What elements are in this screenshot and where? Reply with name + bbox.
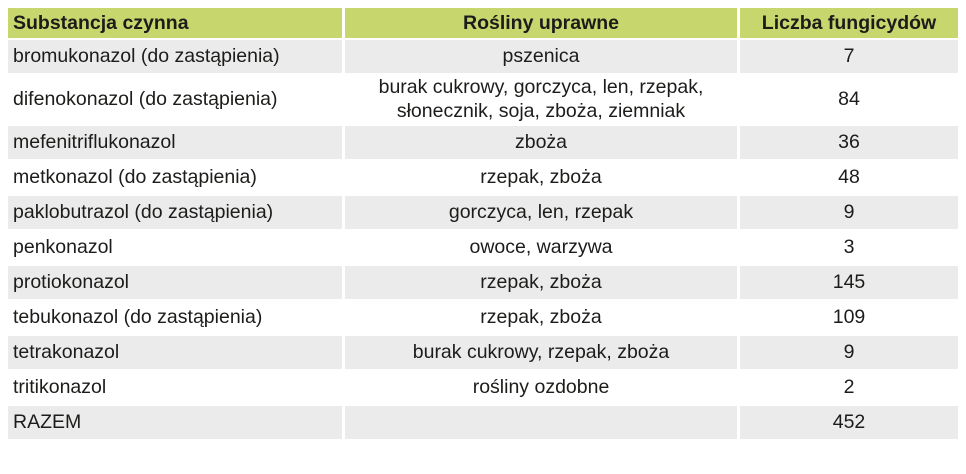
table-row: bromukonazol (do zastąpienia) pszenica 7 xyxy=(8,40,958,73)
cell-count: 3 xyxy=(740,230,958,264)
cell-substance: penkonazol xyxy=(8,230,342,264)
cell-crops: rzepak, zboża xyxy=(345,265,737,299)
cell-count: 7 xyxy=(740,40,958,73)
cell-crops: pszenica xyxy=(345,40,737,73)
table-row: tetrakonazol burak cukrowy, rzepak, zboż… xyxy=(8,335,958,369)
cell-substance: protiokonazol xyxy=(8,265,342,299)
table-body: bromukonazol (do zastąpienia) pszenica 7… xyxy=(8,40,958,439)
cell-count: 9 xyxy=(740,335,958,369)
cell-substance: paklobutrazol (do zastąpienia) xyxy=(8,195,342,229)
cell-substance: tetrakonazol xyxy=(8,335,342,369)
cell-count: 84 xyxy=(740,75,958,124)
table-row: metkonazol (do zastąpienia) rzepak, zboż… xyxy=(8,160,958,194)
table-header: Substancja czynna Rośliny uprawne Liczba… xyxy=(8,8,958,38)
cell-count: 109 xyxy=(740,300,958,334)
table-row: protiokonazol rzepak, zboża 145 xyxy=(8,265,958,299)
cell-count: 36 xyxy=(740,125,958,159)
cell-count: 48 xyxy=(740,160,958,194)
cell-crops: zboża xyxy=(345,125,737,159)
table-row-total: RAZEM 452 xyxy=(8,405,958,439)
table-row: tebukonazol (do zastąpienia) rzepak, zbo… xyxy=(8,300,958,334)
cell-substance: tritikonazol xyxy=(8,370,342,404)
cell-crops: gorczyca, len, rzepak xyxy=(345,195,737,229)
fungicide-table: Substancja czynna Rośliny uprawne Liczba… xyxy=(5,6,961,441)
cell-crops-total xyxy=(345,405,737,439)
table-row: difenokonazol (do zastąpienia) burak cuk… xyxy=(8,75,958,124)
cell-substance: bromukonazol (do zastąpienia) xyxy=(8,40,342,73)
column-header-count: Liczba fungicydów xyxy=(740,8,958,38)
cell-count-total: 452 xyxy=(740,405,958,439)
cell-substance: metkonazol (do zastąpienia) xyxy=(8,160,342,194)
table-row: mefenitriflukonazol zboża 36 xyxy=(8,125,958,159)
column-header-substance: Substancja czynna xyxy=(8,8,342,38)
cell-count: 9 xyxy=(740,195,958,229)
header-row: Substancja czynna Rośliny uprawne Liczba… xyxy=(8,8,958,38)
column-header-crops: Rośliny uprawne xyxy=(345,8,737,38)
cell-crops: burak cukrowy, gorczyca, len, rzepak, sł… xyxy=(345,75,737,124)
cell-substance: mefenitriflukonazol xyxy=(8,125,342,159)
cell-crops: owoce, warzywa xyxy=(345,230,737,264)
cell-crops: rośliny ozdobne xyxy=(345,370,737,404)
table-row: paklobutrazol (do zastąpienia) gorczyca,… xyxy=(8,195,958,229)
cell-crops: burak cukrowy, rzepak, zboża xyxy=(345,335,737,369)
cell-crops: rzepak, zboża xyxy=(345,300,737,334)
cell-count: 145 xyxy=(740,265,958,299)
cell-count: 2 xyxy=(740,370,958,404)
cell-substance-total: RAZEM xyxy=(8,405,342,439)
cell-substance: difenokonazol (do zastąpienia) xyxy=(8,75,342,124)
cell-crops: rzepak, zboża xyxy=(345,160,737,194)
cell-substance: tebukonazol (do zastąpienia) xyxy=(8,300,342,334)
table-row: penkonazol owoce, warzywa 3 xyxy=(8,230,958,264)
table-row: tritikonazol rośliny ozdobne 2 xyxy=(8,370,958,404)
